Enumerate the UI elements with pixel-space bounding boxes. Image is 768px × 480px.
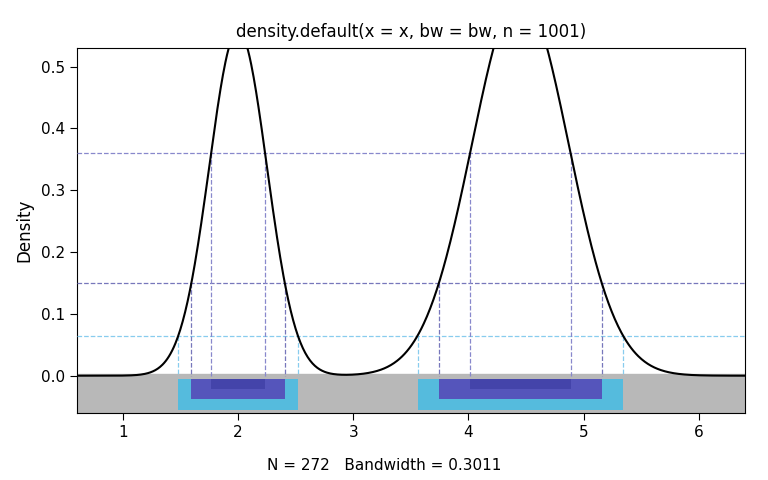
Bar [418,379,623,410]
Title: density.default(x = x, bw = bw, n = 1001): density.default(x = x, bw = bw, n = 1001… [236,23,586,41]
Bar [191,379,285,399]
Bar [470,379,571,389]
Text: N = 272   Bandwidth = 0.3011: N = 272 Bandwidth = 0.3011 [266,458,502,473]
Bar [211,379,265,389]
Bar [178,379,298,410]
Y-axis label: Density: Density [16,199,34,262]
Bar [439,379,601,399]
